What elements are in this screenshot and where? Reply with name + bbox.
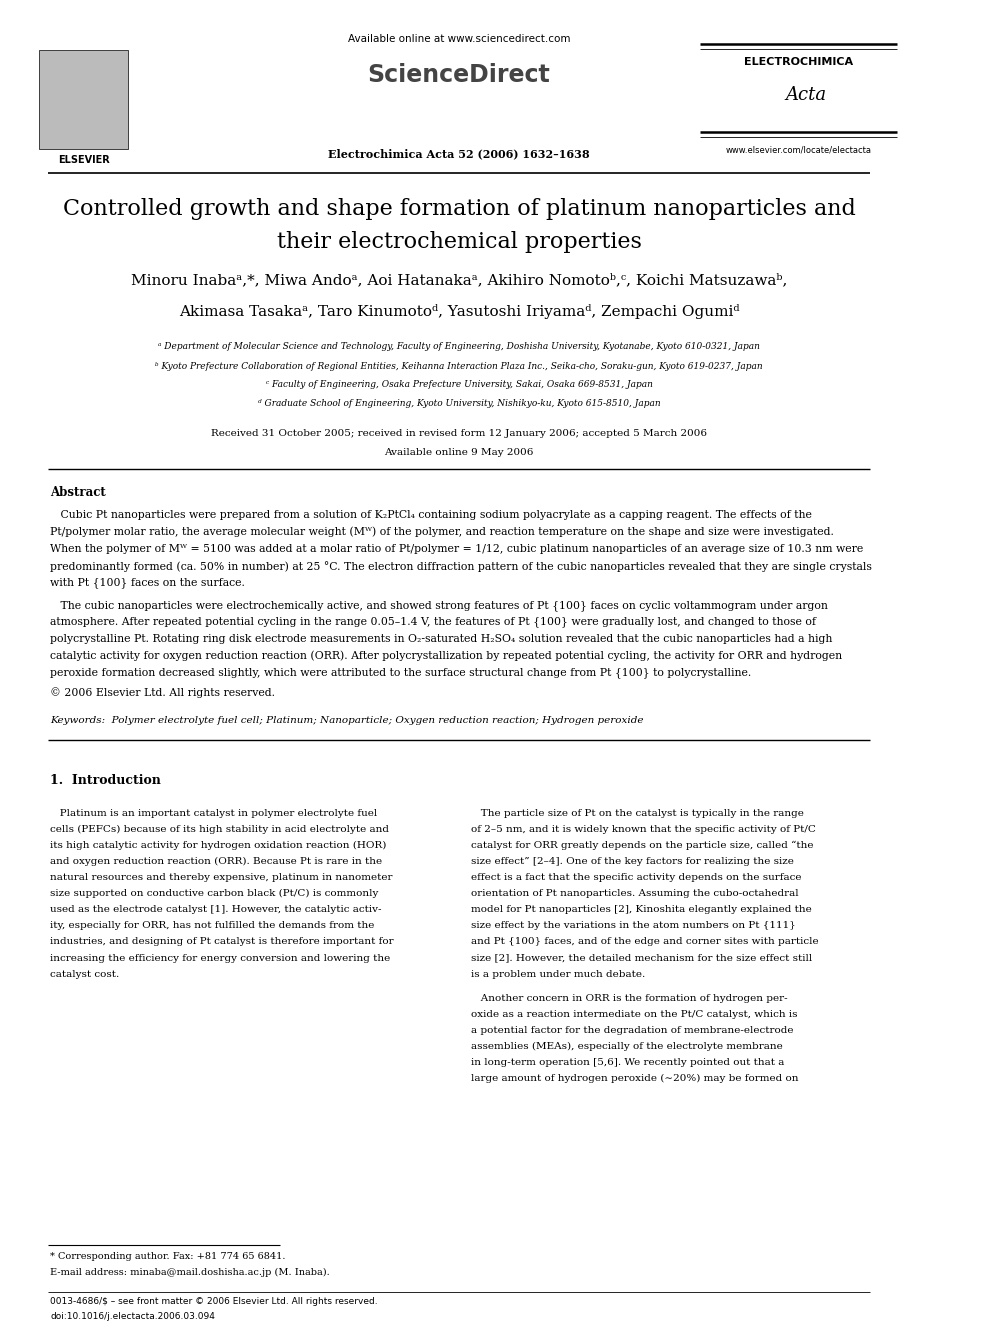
Text: ᵇ Kyoto Prefecture Collaboration of Regional Entities, Keihanna Interaction Plaz: ᵇ Kyoto Prefecture Collaboration of Regi… [155,363,763,370]
Text: and Pt {100} faces, and of the edge and corner sites with particle: and Pt {100} faces, and of the edge and … [470,938,818,946]
Text: cells (PEFCs) because of its high stability in acid electrolyte and: cells (PEFCs) because of its high stabil… [51,824,390,833]
Text: used as the electrode catalyst [1]. However, the catalytic activ-: used as the electrode catalyst [1]. Howe… [51,905,382,914]
Text: Abstract: Abstract [51,486,106,499]
Text: atmosphere. After repeated potential cycling in the range 0.05–1.4 V, the featur: atmosphere. After repeated potential cyc… [51,617,816,627]
Text: 0013-4686/$ – see front matter © 2006 Elsevier Ltd. All rights reserved.: 0013-4686/$ – see front matter © 2006 El… [51,1298,378,1306]
Text: in long-term operation [5,6]. We recently pointed out that a: in long-term operation [5,6]. We recentl… [470,1058,784,1068]
Text: industries, and designing of Pt catalyst is therefore important for: industries, and designing of Pt catalyst… [51,938,394,946]
Text: predominantly formed (ca. 50% in number) at 25 °C. The electron diffraction patt: predominantly formed (ca. 50% in number)… [51,561,872,572]
Bar [39,50,128,149]
Text: size [2]. However, the detailed mechanism for the size effect still: size [2]. However, the detailed mechanis… [470,954,811,963]
Text: catalyst cost.: catalyst cost. [51,970,120,979]
Text: oxide as a reaction intermediate on the Pt/C catalyst, which is: oxide as a reaction intermediate on the … [470,1009,797,1019]
Text: 1.  Introduction: 1. Introduction [51,774,162,787]
Text: When the polymer of Mᵂ = 5100 was added at a molar ratio of Pt/polymer = 1/12, c: When the polymer of Mᵂ = 5100 was added … [51,544,864,554]
Text: size supported on conductive carbon black (Pt/C) is commonly: size supported on conductive carbon blac… [51,889,379,898]
Text: polycrystalline Pt. Rotating ring disk electrode measurements in O₂-saturated H₂: polycrystalline Pt. Rotating ring disk e… [51,634,833,643]
Text: Controlled growth and shape formation of platinum nanoparticles and: Controlled growth and shape formation of… [62,198,855,220]
Text: www.elsevier.com/locate/electacta: www.elsevier.com/locate/electacta [725,146,872,155]
Text: catalytic activity for oxygen reduction reaction (ORR). After polycrystallizatio: catalytic activity for oxygen reduction … [51,651,842,662]
Text: effect is a fact that the specific activity depends on the surface: effect is a fact that the specific activ… [470,873,802,882]
Text: Pt/polymer molar ratio, the average molecular weight (Mᵂ) of the polymer, and re: Pt/polymer molar ratio, the average mole… [51,527,834,537]
Text: doi:10.1016/j.electacta.2006.03.094: doi:10.1016/j.electacta.2006.03.094 [51,1312,215,1320]
Text: ity, especially for ORR, has not fulfilled the demands from the: ity, especially for ORR, has not fulfill… [51,921,375,930]
Text: © 2006 Elsevier Ltd. All rights reserved.: © 2006 Elsevier Ltd. All rights reserved… [51,687,276,697]
Text: ᵃ Department of Molecular Science and Technology, Faculty of Engineering, Doshis: ᵃ Department of Molecular Science and Te… [158,343,760,351]
Text: size effect by the variations in the atom numbers on Pt {111}: size effect by the variations in the ato… [470,921,796,930]
Text: Another concern in ORR is the formation of hydrogen per-: Another concern in ORR is the formation … [470,994,788,1003]
Text: increasing the efficiency for energy conversion and lowering the: increasing the efficiency for energy con… [51,954,391,963]
Text: Minoru Inabaᵃ,*, Miwa Andoᵃ, Aoi Hatanakaᵃ, Akihiro Nomotoᵇ,ᶜ, Koichi Matsuzawaᵇ: Minoru Inabaᵃ,*, Miwa Andoᵃ, Aoi Hatanak… [131,274,787,287]
Text: Cubic Pt nanoparticles were prepared from a solution of K₂PtCl₄ containing sodiu: Cubic Pt nanoparticles were prepared fro… [51,509,812,520]
Text: size effect” [2–4]. One of the key factors for realizing the size: size effect” [2–4]. One of the key facto… [470,857,794,865]
Text: Received 31 October 2005; received in revised form 12 January 2006; accepted 5 M: Received 31 October 2005; received in re… [211,430,707,438]
Text: peroxide formation decreased slightly, which were attributed to the surface stru: peroxide formation decreased slightly, w… [51,667,752,679]
Text: ScienceDirect: ScienceDirect [368,64,551,87]
Text: of 2–5 nm, and it is widely known that the specific activity of Pt/C: of 2–5 nm, and it is widely known that t… [470,824,815,833]
Text: their electrochemical properties: their electrochemical properties [277,232,642,253]
Text: ELECTROCHIMICA: ELECTROCHIMICA [744,57,853,66]
Text: Electrochimica Acta 52 (2006) 1632–1638: Electrochimica Acta 52 (2006) 1632–1638 [328,148,590,159]
Text: a potential factor for the degradation of membrane-electrode: a potential factor for the degradation o… [470,1027,793,1035]
Text: ᶜ Faculty of Engineering, Osaka Prefecture University, Sakai, Osaka 669-8531, Ja: ᶜ Faculty of Engineering, Osaka Prefectu… [266,381,653,389]
Text: model for Pt nanoparticles [2], Kinoshita elegantly explained the: model for Pt nanoparticles [2], Kinoshit… [470,905,811,914]
Text: is a problem under much debate.: is a problem under much debate. [470,970,645,979]
Text: catalyst for ORR greatly depends on the particle size, called “the: catalyst for ORR greatly depends on the … [470,841,813,851]
Text: Akimasa Tasakaᵃ, Taro Kinumotoᵈ, Yasutoshi Iriyamaᵈ, Zempachi Ogumiᵈ: Akimasa Tasakaᵃ, Taro Kinumotoᵈ, Yasutos… [179,304,739,319]
Text: Platinum is an important catalyst in polymer electrolyte fuel: Platinum is an important catalyst in pol… [51,808,378,818]
Text: large amount of hydrogen peroxide (∼20%) may be formed on: large amount of hydrogen peroxide (∼20%)… [470,1074,799,1084]
Text: ᵈ Graduate School of Engineering, Kyoto University, Nishikyo-ku, Kyoto 615-8510,: ᵈ Graduate School of Engineering, Kyoto … [258,400,661,407]
Text: Available online at www.sciencedirect.com: Available online at www.sciencedirect.co… [348,34,570,45]
Text: and oxygen reduction reaction (ORR). Because Pt is rare in the: and oxygen reduction reaction (ORR). Bec… [51,857,383,867]
Text: with Pt {100} faces on the surface.: with Pt {100} faces on the surface. [51,578,245,589]
Text: The particle size of Pt on the catalyst is typically in the range: The particle size of Pt on the catalyst … [470,808,804,818]
Text: Available online 9 May 2006: Available online 9 May 2006 [384,448,534,456]
Text: orientation of Pt nanoparticles. Assuming the cubo-octahedral: orientation of Pt nanoparticles. Assumin… [470,889,799,898]
Text: Acta: Acta [786,86,826,105]
Text: E-mail address: minaba@mail.doshisha.ac.jp (M. Inaba).: E-mail address: minaba@mail.doshisha.ac.… [51,1269,330,1278]
Text: Keywords:  Polymer electrolyte fuel cell; Platinum; Nanoparticle; Oxygen reducti: Keywords: Polymer electrolyte fuel cell;… [51,716,644,725]
Text: ELSEVIER: ELSEVIER [58,155,109,164]
Text: its high catalytic activity for hydrogen oxidation reaction (HOR): its high catalytic activity for hydrogen… [51,841,387,849]
Text: assemblies (MEAs), especially of the electrolyte membrane: assemblies (MEAs), especially of the ele… [470,1043,783,1052]
Text: natural resources and thereby expensive, platinum in nanometer: natural resources and thereby expensive,… [51,873,393,882]
Text: The cubic nanoparticles were electrochemically active, and showed strong feature: The cubic nanoparticles were electrochem… [51,599,828,611]
Text: * Corresponding author. Fax: +81 774 65 6841.: * Corresponding author. Fax: +81 774 65 … [51,1253,286,1261]
